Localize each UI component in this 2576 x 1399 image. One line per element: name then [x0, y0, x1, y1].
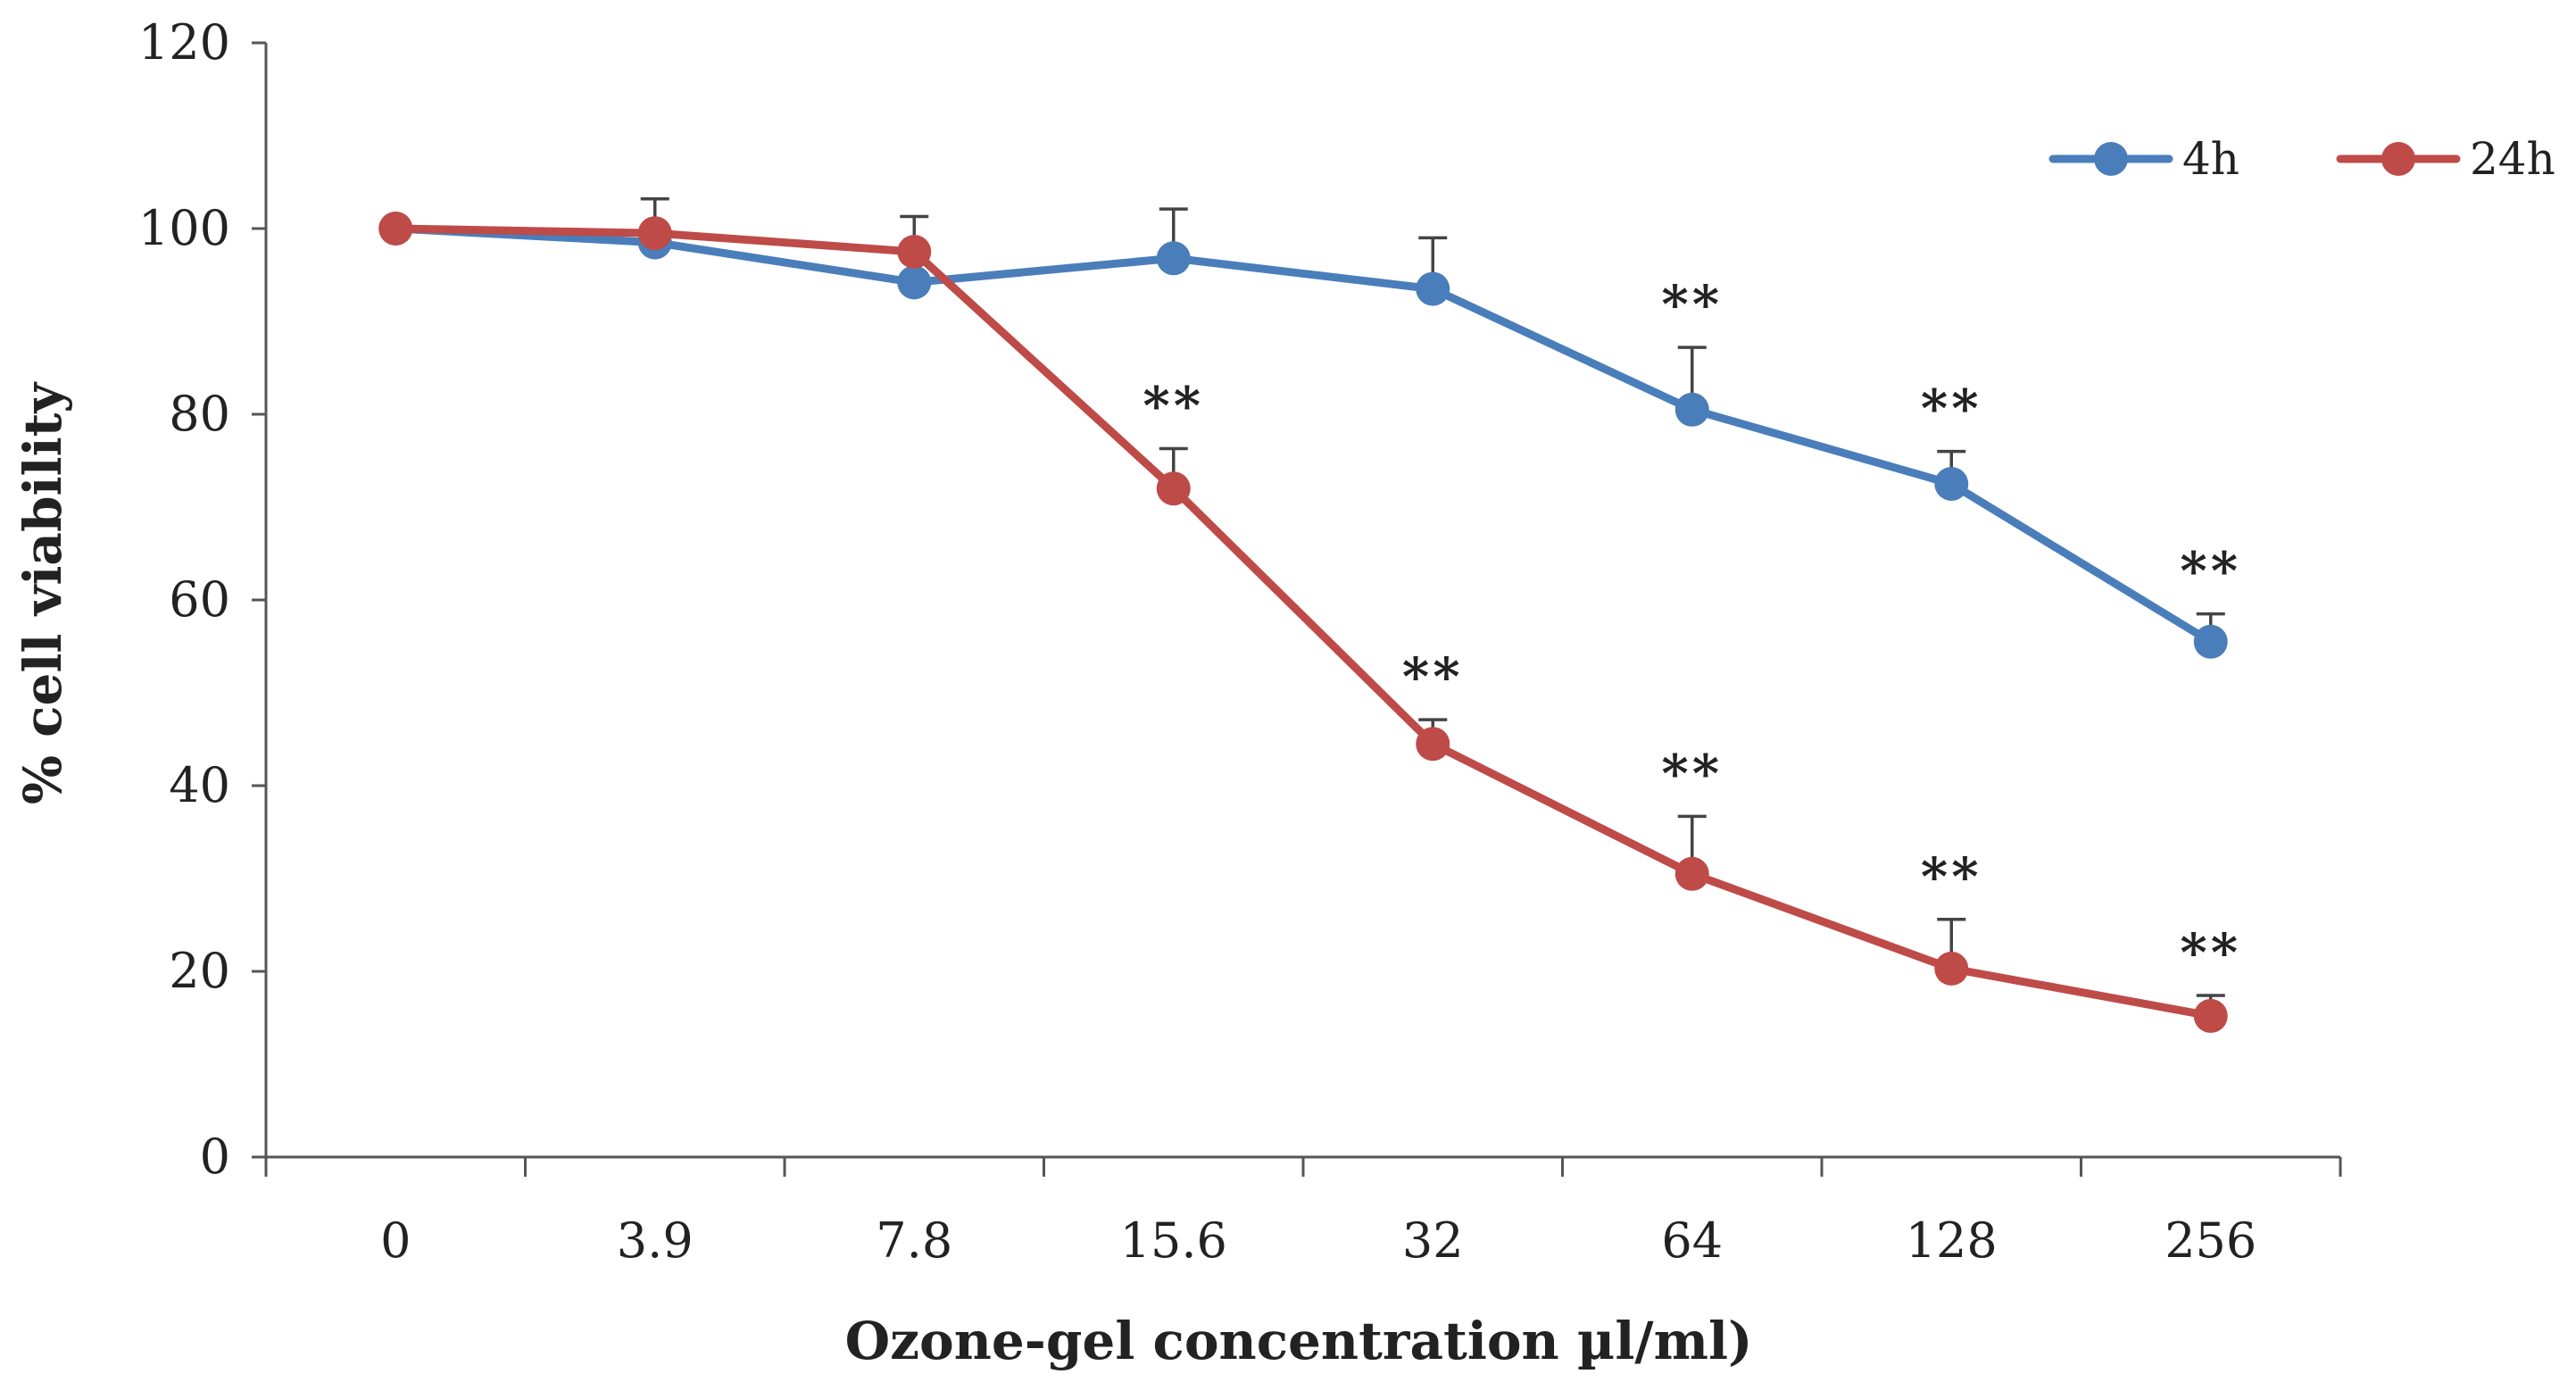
significance-label: ** — [1921, 846, 1982, 907]
data-point — [1156, 241, 1191, 276]
data-point — [897, 235, 932, 269]
significance-label: ** — [1143, 375, 1204, 436]
x-tick-label: 64 — [1661, 1212, 1723, 1269]
x-axis-title: Ozone-gel concentration µl/ml) — [845, 1311, 1753, 1371]
legend-swatch-marker — [2381, 142, 2415, 176]
y-tick-label: 20 — [169, 943, 230, 999]
legend-swatch-marker — [2094, 142, 2128, 176]
significance-label: ** — [1661, 274, 1723, 335]
data-point — [1934, 467, 1969, 501]
y-axis-title: % cell viability — [12, 381, 73, 805]
series-line — [391, 224, 2215, 1020]
data-point — [897, 265, 932, 300]
legend-label: 4h — [2182, 133, 2239, 185]
data-point — [637, 216, 672, 251]
significance-label: ** — [1661, 743, 1723, 804]
x-tick-label: 3.9 — [617, 1212, 694, 1269]
data-point — [1156, 471, 1191, 506]
legend: 4h 24h — [2048, 133, 2555, 185]
data-point — [1416, 727, 1450, 762]
y-tick-label: 80 — [169, 386, 230, 442]
x-tick-label: 256 — [2165, 1212, 2256, 1269]
x-tick-label: 32 — [1402, 1212, 1464, 1269]
series-4h: ** ** ** — [378, 196, 2241, 659]
x-tick-label: 15.6 — [1120, 1212, 1227, 1269]
y-tick-label: 40 — [169, 757, 230, 813]
significance-label: ** — [1402, 646, 1464, 707]
significance-label: ** — [2180, 541, 2241, 602]
data-point — [378, 212, 413, 246]
y-axis-ticks: 0 20 40 60 80 100 120 — [138, 14, 266, 1185]
chart-axes — [264, 43, 2340, 1159]
y-tick-label: 120 — [138, 14, 230, 71]
data-point — [2193, 998, 2228, 1033]
data-point — [1934, 951, 1969, 986]
data-point — [2193, 624, 2228, 659]
data-point — [1674, 856, 1709, 891]
x-tick-label: 7.8 — [876, 1212, 952, 1269]
series-layer: ** ** ** ** ** ** ** ** — [378, 196, 2241, 1033]
y-tick-label: 60 — [169, 571, 230, 628]
legend-label: 24h — [2470, 133, 2555, 185]
series-24h: ** ** ** ** ** — [378, 212, 2241, 1033]
data-point — [1416, 271, 1450, 306]
y-tick-label: 0 — [200, 1128, 230, 1185]
x-tick-label: 128 — [1906, 1212, 1998, 1269]
x-tick-label: 0 — [380, 1212, 411, 1269]
data-point — [1674, 392, 1709, 427]
significance-label: ** — [1921, 379, 1982, 439]
series-line — [391, 224, 2215, 646]
x-axis-ticks: 0 3.9 7.8 15.6 32 64 128 256 — [264, 1157, 2342, 1269]
y-tick-label: 100 — [138, 200, 230, 256]
significance-label: ** — [2180, 922, 2241, 983]
